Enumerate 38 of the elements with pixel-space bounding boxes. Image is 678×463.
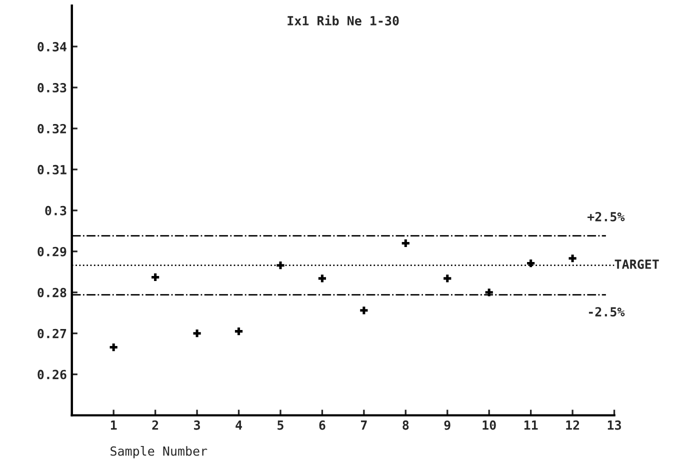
point xyxy=(234,328,243,336)
y-tick-label: 0.31 xyxy=(38,164,66,174)
y-tick-label: 0.3 xyxy=(45,206,66,216)
x-tick-label: 10 xyxy=(482,420,496,430)
x-tick-label: 7 xyxy=(360,420,367,430)
y-tick-label: 0.26 xyxy=(38,370,66,380)
text: Ix1 Rib Ne 1-30 xyxy=(288,15,399,26)
y-tick-label: 0.34 xyxy=(38,42,66,52)
y-tick-label: 0.33 xyxy=(38,82,66,92)
x-tick-label: 3 xyxy=(194,420,200,430)
point xyxy=(152,273,160,282)
y-tick-label: 0.28 xyxy=(38,288,66,298)
y-tick-label: 0.27 xyxy=(38,328,66,338)
point xyxy=(527,259,535,268)
point xyxy=(318,274,326,282)
annotation: -2.5% xyxy=(588,307,625,317)
x-tick-label: 8 xyxy=(402,420,409,430)
x-tick-label: 11 xyxy=(524,420,538,430)
point xyxy=(193,330,201,338)
annotation: +2.5% xyxy=(588,212,625,222)
x-tick-label: 2 xyxy=(152,420,158,430)
x-tick-label: 6 xyxy=(319,420,326,430)
point xyxy=(444,274,452,282)
x-axis-title: Sample Number xyxy=(110,446,208,458)
x-tick-label: 9 xyxy=(444,420,450,430)
x-tick-label: 12 xyxy=(566,420,580,430)
point xyxy=(568,254,576,262)
point xyxy=(360,306,368,314)
point xyxy=(276,262,284,270)
ref-line-label: TARGET xyxy=(614,260,659,269)
y-tick-label: 0.29 xyxy=(38,246,66,256)
y-tick-label: 0.32 xyxy=(38,124,66,134)
x-tick-label: 1 xyxy=(110,420,117,430)
x-tick-label: 13 xyxy=(608,420,621,430)
x-tick-label: 5 xyxy=(278,420,284,430)
point xyxy=(110,343,118,352)
x-tick-label: 4 xyxy=(236,420,242,430)
point xyxy=(402,239,410,248)
